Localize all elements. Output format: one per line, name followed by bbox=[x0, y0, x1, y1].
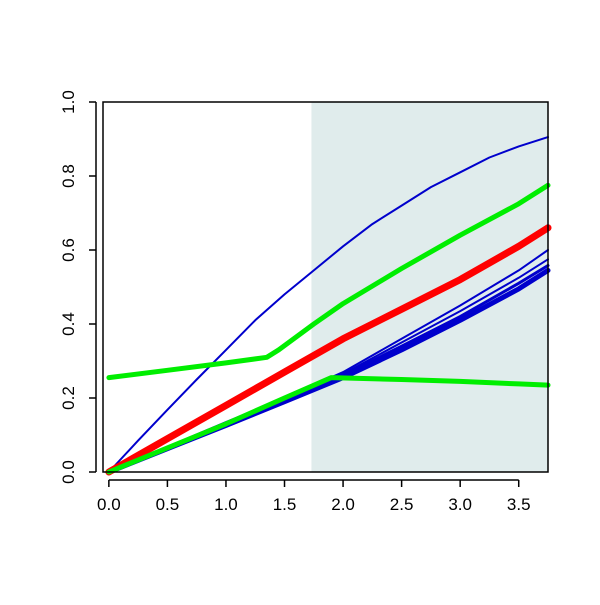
y-tick-label: 1.0 bbox=[59, 90, 78, 114]
x-tick-label: 0.5 bbox=[156, 495, 180, 514]
x-tick-label: 1.0 bbox=[214, 495, 238, 514]
plot-frame bbox=[102, 101, 549, 473]
series-line-8 bbox=[106, 375, 551, 475]
shaded-region-layer bbox=[311, 102, 548, 472]
series-line-1 bbox=[107, 136, 549, 473]
shaded-region bbox=[311, 102, 548, 472]
y-tick-label: 0.4 bbox=[59, 312, 78, 336]
x-tick-label: 3.0 bbox=[448, 495, 472, 514]
y-tick-label: 0.2 bbox=[59, 386, 78, 410]
x-tick-label: 1.5 bbox=[273, 495, 297, 514]
y-tick-label: 0.6 bbox=[59, 238, 78, 262]
series-line-7 bbox=[106, 182, 551, 381]
x-tick-label: 2.0 bbox=[331, 495, 355, 514]
y-tick-label: 0.8 bbox=[59, 164, 78, 188]
x-tick-label: 0.0 bbox=[97, 495, 121, 514]
axes-layer: 0.0 0.2 0.4 0.6 0.8 1.0 0.0 0.5 1.0 1.5 2.0 2.5 3.0 3… bbox=[59, 90, 549, 514]
x-tick-label: 2.5 bbox=[390, 495, 414, 514]
series-line-6 bbox=[105, 224, 552, 476]
y-tick-label: 0.0 bbox=[59, 460, 78, 484]
x-tick-label: 3.5 bbox=[507, 495, 531, 514]
series-layer bbox=[105, 136, 552, 476]
